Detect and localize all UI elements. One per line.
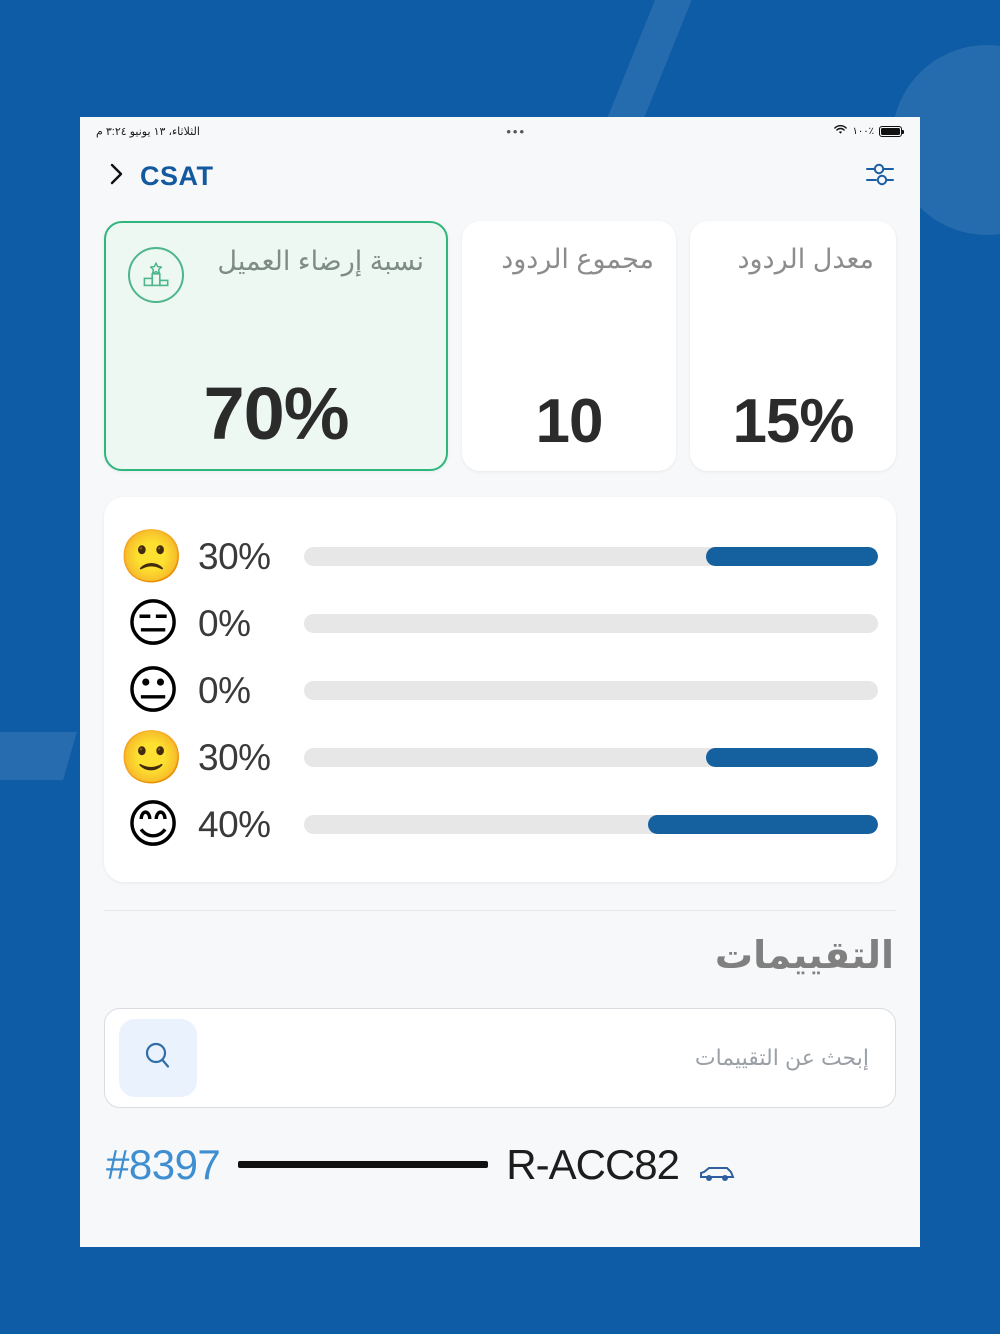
distribution-row[interactable]: 40% 😊 [122,791,878,858]
kpi-card-total-responses[interactable]: مجموع الردود 10 [462,221,676,471]
section-divider [104,910,896,911]
neutral-face-icon: 😐 [125,660,181,721]
rating-code: R-ACC82 [506,1140,680,1188]
smiling-face-with-smiling-eyes-icon: 😊 [125,794,181,855]
rating-id: #8397 [106,1140,221,1188]
distribution-percent: 30% [198,736,271,778]
kpi-label: نسبة إرضاء العميل [217,246,424,276]
distribution-row[interactable]: 30% 🙂 [119,724,878,791]
distribution-row[interactable]: 0% 😐 [122,657,878,724]
ratings-section-title: التقييمات [714,935,894,977]
filter-sliders-icon[interactable] [864,159,898,194]
status-bar: الثلاثاء، ١٣ يونيو ٣:٢٤ م ••• ١٠٠٪ [80,117,920,145]
frowning-face-icon: 🙁 [119,526,184,587]
page-title: CSAT [140,160,214,191]
kpi-label: مجموع الردود [501,244,654,274]
progress-track [304,614,878,633]
left-block-shape [0,732,77,780]
expressionless-face-icon: 😑 [125,593,181,654]
battery-full-icon [879,125,904,137]
distribution-row[interactable]: 30% 🙁 [119,523,878,590]
progress-track [304,748,878,767]
search-icon [141,1039,175,1078]
progress-fill [705,547,878,566]
car-icon [697,1162,737,1189]
status-bar-datetime: الثلاثاء، ١٣ يونيو ٣:٢٤ م [96,125,200,138]
search-input[interactable]: إبحث عن التقييمات [694,1045,869,1070]
distribution-percent: 0% [198,602,251,644]
progress-fill [705,748,878,767]
app-bar: CSAT [80,145,920,207]
distribution-row[interactable]: 0% 😑 [122,590,878,657]
device-screen: الثلاثاء، ١٣ يونيو ٣:٢٤ م ••• ١٠٠٪ [80,117,920,1247]
kpi-value: 15% [732,387,854,456]
distribution-percent: 0% [198,669,251,711]
ratings-search-field[interactable]: إبحث عن التقييمات [104,1008,896,1108]
slightly-smiling-face-icon: 🙂 [119,727,184,788]
distribution-percent: 30% [198,535,271,577]
progress-track [304,547,878,566]
progress-fill [648,815,878,834]
kpi-value: 70% [203,372,349,455]
kpi-label: معدل الردود [737,244,875,274]
row-separator-rule [238,1161,489,1168]
battery-percent-label: ١٠٠٪ [852,125,875,137]
satisfaction-distribution-card: 30% 🙁 0% 😑 0% 😐 30% 🙂 [104,497,896,882]
rating-list-item[interactable]: #8397 R-ACC82 [80,1140,920,1189]
kpi-card-customer-satisfaction[interactable]: نسبة إرضاء العميل 70% [104,221,448,471]
progress-track [304,681,878,700]
distribution-percent: 40% [198,803,271,845]
status-bar-dots: ••• [506,123,527,139]
search-button[interactable] [119,1019,197,1097]
app-bar-title-group[interactable]: CSAT [108,159,214,194]
wifi-icon [833,124,848,139]
kpi-value: 10 [535,387,604,456]
kpi-card-row: معدل الردود 15% مجموع الردود 10 نسبة إرض… [80,207,920,471]
podium-star-icon [128,247,184,303]
kpi-card-response-rate[interactable]: معدل الردود 15% [690,221,896,471]
chevron-right-icon[interactable] [108,159,126,194]
progress-track [304,815,878,834]
